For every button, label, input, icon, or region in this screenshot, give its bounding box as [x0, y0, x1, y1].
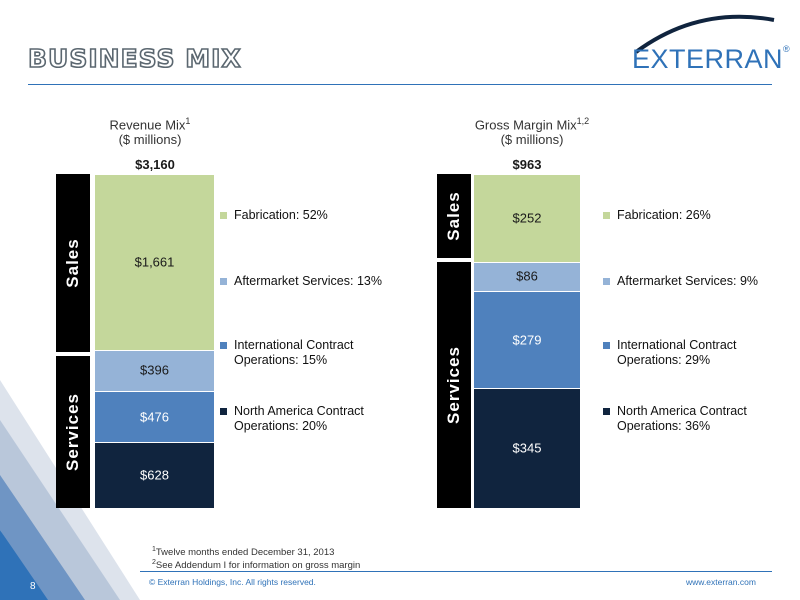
margin-legend-swatch-aftermarket-services: [603, 278, 610, 285]
page-title: BUSINESS MIX: [27, 43, 242, 74]
revenue-legend-item-aftermarket-services: Aftermarket Services: 13%: [220, 274, 390, 306]
revenue-legend-swatch-international-contract-operations: [220, 342, 227, 349]
revenue-total-label: $3,160: [135, 157, 175, 172]
header-divider: [28, 84, 772, 85]
revenue-value-label-north-america-contract-operations: $628: [140, 467, 169, 483]
footnote-1-text: Twelve months ended December 31, 2013: [155, 547, 335, 559]
revenue-legend-swatch-north-america-contract-operations: [220, 408, 227, 415]
margin-legend-swatch-fabrication: [603, 212, 610, 219]
logo-swoosh-icon: [634, 14, 775, 54]
copyright-text: © Exterran Holdings, Inc. All rights res…: [149, 577, 316, 587]
margin-legend-item-international-contract-operations: International Contract Operations: 29%: [603, 338, 773, 370]
margin-legend: Fabrication: 26% Aftermarket Services: 9%…: [603, 174, 778, 508]
revenue-value-label-international-contract-operations: $476: [140, 409, 169, 425]
revenue-legend-text-international-contract-operations: International Contract Operations: 15%: [234, 338, 354, 367]
margin-legend-text-fabrication: Fabrication: 26%: [617, 208, 711, 222]
revenue-segment-north-america-contract-operations: $628: [95, 441, 214, 508]
margin-stacked-bar: $345 $279 $86 $252: [474, 174, 580, 508]
margin-legend-text-international-contract-operations: International Contract Operations: 29%: [617, 338, 737, 367]
revenue-legend-text-fabrication: Fabrication: 52%: [234, 208, 328, 222]
margin-title-text: Gross Margin Mix: [474, 117, 577, 133]
revenue-group-label-sales: Sales: [56, 174, 90, 352]
margin-value-label-fabrication: $252: [512, 210, 542, 226]
revenue-legend-text-north-america-contract-operations: North America Contract Operations: 20%: [234, 404, 364, 433]
footnote-1: 1Twelve months ended December 31, 2013: [152, 546, 334, 558]
margin-subtitle: ($ millions): [500, 132, 564, 148]
margin-legend-swatch-north-america-contract-operations: [603, 408, 610, 415]
margin-segment-north-america-contract-operations: $345: [474, 388, 580, 508]
margin-group-label-sales: Sales: [437, 174, 471, 258]
revenue-segment-international-contract-operations: $476: [95, 391, 214, 442]
logo: EXTERRAN®: [632, 44, 790, 75]
revenue-subtitle: ($ millions): [118, 132, 182, 148]
logo-registered-mark: ®: [783, 44, 791, 54]
revenue-value-label-fabrication: $1,661: [134, 254, 175, 270]
revenue-legend: Fabrication: 52% Aftermarket Services: 13…: [220, 174, 395, 508]
revenue-legend-item-international-contract-operations: International Contract Operations: 15%: [220, 338, 390, 370]
footer-divider: [140, 571, 772, 572]
margin-legend-item-fabrication: Fabrication: 26%: [603, 208, 773, 240]
revenue-stacked-bar: $628 $476 $396 $1,661: [95, 174, 214, 508]
footnote-2-text: See Addendum I for information on gross …: [155, 560, 361, 572]
footnote-2: 2See Addendum I for information on gross…: [152, 559, 360, 571]
margin-legend-text-north-america-contract-operations: North America Contract Operations: 36%: [617, 404, 747, 433]
margin-segment-international-contract-operations: $279: [474, 291, 580, 389]
revenue-chart-title: Revenue Mix1 ($ millions): [40, 116, 260, 147]
revenue-legend-item-fabrication: Fabrication: 52%: [220, 208, 390, 240]
margin-segment-aftermarket-services: $86: [474, 261, 580, 292]
margin-value-label-north-america-contract-operations: $345: [512, 440, 542, 456]
margin-legend-text-aftermarket-services: Aftermarket Services: 9%: [617, 274, 759, 288]
margin-total-label: $963: [512, 157, 542, 172]
revenue-legend-swatch-fabrication: [220, 212, 227, 219]
logo-text: EXTERRAN: [632, 44, 784, 74]
footnote-2-sup: 2: [152, 559, 156, 566]
margin-title-sup: 1,2: [576, 116, 590, 126]
website-link[interactable]: www.exterran.com: [686, 577, 756, 587]
revenue-legend-swatch-aftermarket-services: [220, 278, 227, 285]
page-number: 8: [30, 581, 36, 592]
margin-segment-fabrication: $252: [474, 174, 580, 262]
margin-legend-swatch-international-contract-operations: [603, 342, 610, 349]
margin-legend-item-north-america-contract-operations: North America Contract Operations: 36%: [603, 404, 773, 436]
revenue-title-sup: 1: [185, 116, 191, 126]
revenue-segment-fabrication: $1,661: [95, 174, 214, 350]
margin-value-label-international-contract-operations: $279: [512, 332, 542, 348]
margin-chart-title: Gross Margin Mix1,2 ($ millions): [422, 116, 642, 147]
revenue-legend-text-aftermarket-services: Aftermarket Services: 13%: [234, 274, 382, 288]
revenue-title-text: Revenue Mix: [109, 117, 186, 133]
revenue-group-label-services: Services: [56, 356, 90, 508]
margin-legend-item-aftermarket-services: Aftermarket Services: 9%: [603, 274, 773, 306]
revenue-value-label-aftermarket-services: $396: [140, 362, 169, 378]
margin-value-label-aftermarket-services: $86: [516, 268, 538, 284]
revenue-legend-item-north-america-contract-operations: North America Contract Operations: 20%: [220, 404, 390, 436]
margin-group-label-services: Services: [437, 262, 471, 508]
revenue-segment-aftermarket-services: $396: [95, 349, 214, 392]
footnote-1-sup: 1: [152, 546, 156, 553]
